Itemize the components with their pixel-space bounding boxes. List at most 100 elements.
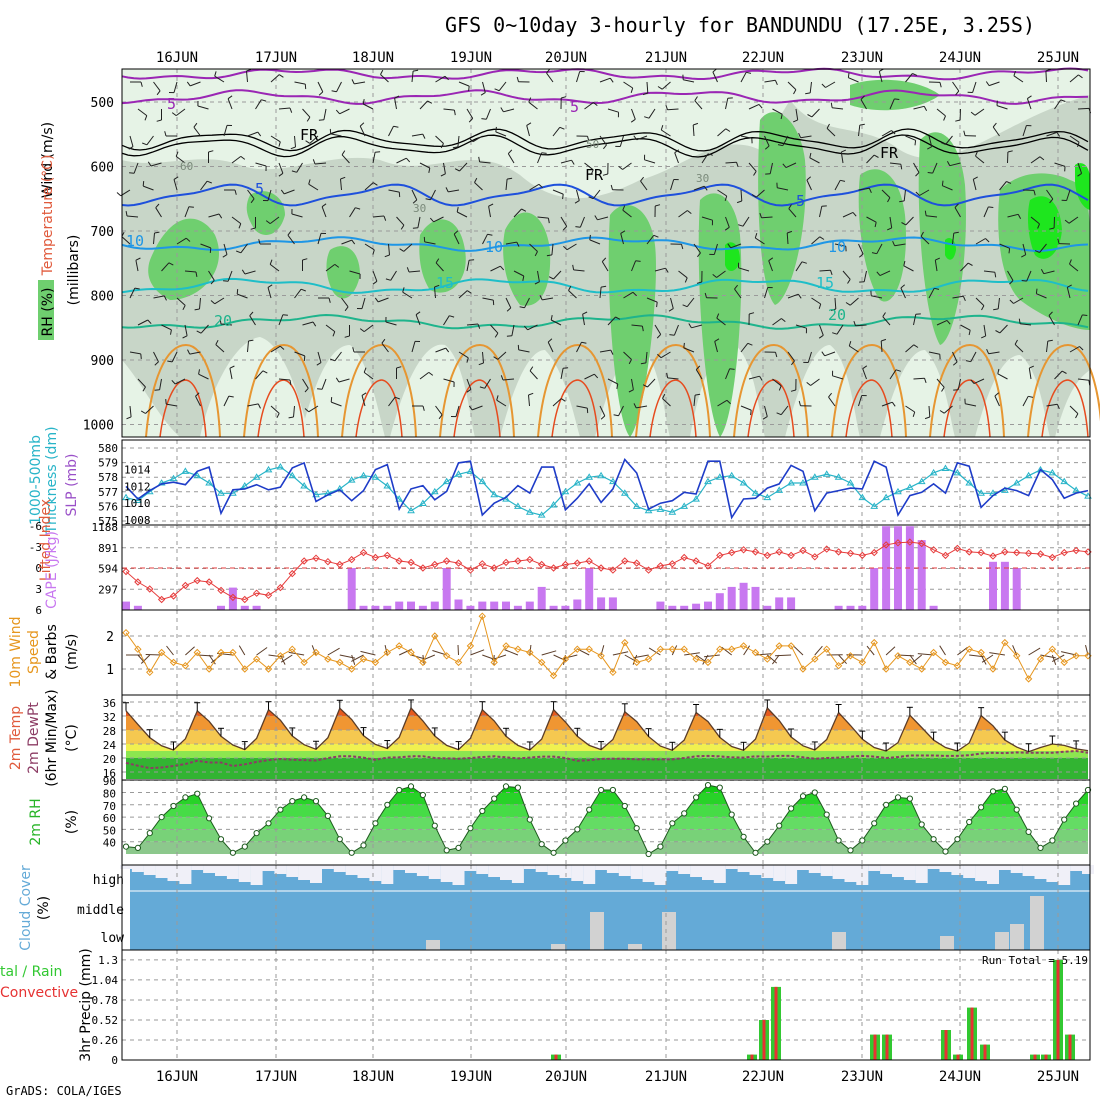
wind-barb-flag — [317, 388, 323, 390]
wind-barb — [408, 270, 421, 273]
wind-barb-flag — [330, 358, 336, 362]
cloud-high-gap — [452, 865, 465, 885]
wind-speed-point — [965, 645, 973, 653]
wind-barb — [296, 162, 303, 173]
wind-barb — [388, 125, 394, 137]
wind-barb-10m — [504, 649, 519, 656]
wind-barb — [247, 403, 259, 407]
wind-speed-point — [146, 668, 154, 677]
wind-barb-flag — [805, 92, 811, 95]
wind-barb-10m — [793, 646, 804, 656]
temperature-contour — [121, 128, 1089, 152]
li-point — [823, 545, 831, 553]
wind-barb — [546, 72, 554, 83]
rh-point — [526, 816, 533, 823]
wind-barb-flag — [886, 227, 892, 231]
axis-label-rh2m: 2m RH — [28, 798, 44, 845]
wind-barb-flag — [970, 379, 975, 384]
wind-barb — [215, 344, 225, 353]
wind-barb-flag — [703, 185, 708, 191]
cape-bar — [573, 599, 582, 610]
wind-barb-flag — [361, 392, 367, 396]
wind-barb — [662, 398, 671, 407]
wind-barb — [244, 270, 256, 275]
wind-barb-flag — [140, 81, 143, 87]
wind-barb — [782, 135, 789, 146]
wind-barb — [270, 74, 280, 83]
li-point — [561, 560, 570, 569]
rh-point — [158, 814, 165, 821]
wind-barb-flag — [862, 365, 868, 370]
wind-barb — [1030, 216, 1040, 225]
wind-barb-flag — [332, 331, 336, 337]
wind-barb — [227, 98, 233, 110]
wind-barb — [363, 324, 374, 333]
thickness-point — [442, 477, 451, 485]
wind-barb-flag — [142, 386, 146, 392]
wind-barb — [713, 243, 718, 255]
wind-barb-flag — [453, 110, 456, 116]
li-point — [906, 538, 914, 546]
chart-title: GFS 0~10day 3-hourly for BANDUNDU (17.25… — [445, 13, 1035, 37]
wind-barb-flag — [601, 257, 607, 262]
wind-barb — [597, 216, 609, 221]
wind-barb — [623, 351, 632, 360]
wind-barb-flag — [665, 267, 669, 273]
wind-barb-flag — [312, 159, 316, 165]
wind-barb-flag — [594, 373, 599, 379]
wind-barb-flag — [962, 296, 966, 302]
wind-barb-flag — [304, 408, 310, 413]
cape-tick-label: 594 — [98, 563, 118, 576]
contour-label-t15: 15 — [436, 274, 454, 292]
wind-barb-flag — [561, 96, 567, 99]
wind-barb-flag — [400, 224, 405, 230]
wind-barb-flag — [914, 140, 917, 146]
temperature-contour-30 — [453, 379, 501, 438]
wind-barb-flag — [952, 361, 958, 366]
cloud-high-gap — [951, 865, 964, 875]
wind-barb-flag — [657, 353, 662, 359]
thickness-point — [953, 468, 962, 476]
wind-barb-flag — [762, 416, 768, 420]
wind-barb-flag — [891, 130, 896, 135]
wind-barb — [385, 321, 397, 326]
wind-barb — [200, 180, 208, 191]
wind-barb — [997, 373, 1008, 380]
thickness-point — [585, 473, 594, 480]
wind-barb — [498, 81, 507, 92]
wind-barb-flag — [821, 351, 826, 357]
date-label-top: 21JUN — [645, 50, 687, 66]
wind-barb-flag — [282, 314, 288, 316]
wind-speed-point — [929, 648, 938, 657]
wind-barb-flag — [734, 284, 738, 290]
wind-barb — [674, 152, 679, 164]
wind-barb-flag — [359, 328, 365, 333]
wind-barb-flag — [1082, 314, 1088, 316]
wind-barb-10m — [633, 654, 649, 659]
wind-barb — [740, 405, 752, 411]
wind-barb — [193, 126, 201, 137]
wind-barb-flag — [163, 295, 167, 301]
wind-barb — [537, 216, 549, 219]
wind-barb-flag — [278, 141, 281, 147]
wind-barb — [513, 270, 525, 277]
wind-barb — [121, 236, 131, 245]
wind-speed-point — [906, 658, 914, 667]
wind-barb — [1022, 243, 1027, 255]
pressure-tick-label: 1000 — [83, 419, 114, 434]
wind-barb — [975, 297, 985, 306]
wind-barb — [176, 237, 187, 245]
axis-label-wind-speed: Speed — [26, 630, 42, 674]
wind-barb — [717, 399, 728, 407]
wind-barb-flag — [215, 339, 219, 345]
wind-barb-flag — [787, 230, 793, 234]
wind-barb — [717, 128, 727, 137]
wind-barb-flag — [653, 234, 659, 238]
wind-barb — [905, 135, 916, 141]
wind-barb-flag — [415, 311, 421, 316]
wind-barb-flag — [780, 114, 783, 120]
wind-barb — [550, 319, 562, 326]
cloud-high-gap — [559, 865, 572, 878]
wind-barb — [725, 368, 731, 380]
wind-barb — [278, 107, 291, 110]
